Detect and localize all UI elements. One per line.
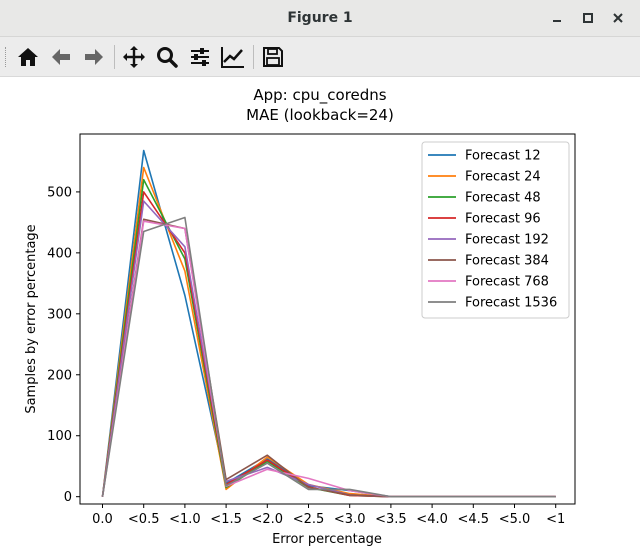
series-line-8	[101, 216, 556, 498]
edit-curves-icon	[221, 47, 244, 68]
close-button[interactable]	[606, 7, 630, 29]
x-tick-label: <2.0	[252, 512, 284, 527]
save-button[interactable]	[257, 41, 289, 73]
x-tick-label: <4.5	[458, 512, 490, 527]
legend-label: Forecast 192	[465, 233, 549, 248]
x-tick-label: <4.0	[416, 512, 448, 527]
y-axis-label: Samples by error percentage	[24, 224, 39, 413]
legend-label: Forecast 24	[465, 170, 541, 185]
minimize-button[interactable]	[545, 7, 569, 29]
y-tick-label: 0	[64, 490, 72, 505]
line-chart: App: cpu_coredns MAE (lookback=24) 0.0 <0…	[24, 86, 576, 547]
y-tick-label: 400	[47, 246, 72, 261]
maximize-button[interactable]	[576, 7, 600, 29]
maximize-icon	[583, 13, 593, 23]
legend: Forecast 12 Forecast 24 Forecast 48 Forecas…	[421, 141, 570, 319]
x-tick-label: 0.0	[92, 512, 113, 527]
x-tick-label: <1	[546, 512, 565, 527]
configure-subplots-button[interactable]	[184, 41, 216, 73]
x-tick-label: <1.0	[169, 512, 201, 527]
legend-label: Forecast 96	[465, 212, 541, 227]
chart-title-line2: MAE (lookback=24)	[246, 106, 394, 124]
x-tick-label: <5.0	[499, 512, 531, 527]
y-tick-label: 100	[47, 429, 72, 444]
legend-label: Forecast 12	[465, 149, 541, 164]
x-tick-label: <0.5	[128, 512, 160, 527]
toolbar-separator	[114, 45, 115, 69]
toolbar-separator	[253, 45, 254, 69]
pan-button[interactable]	[118, 41, 150, 73]
back-arrow-icon	[52, 49, 70, 65]
home-icon	[18, 48, 38, 66]
save-icon	[263, 47, 283, 67]
zoom-icon	[157, 47, 178, 68]
x-axis: 0.0 <0.5 <1.0 <1.5 <2.0 <2.5 <3.0 <3.5 <4.0 <4.5 <…	[92, 504, 565, 527]
navigation-toolbar	[0, 37, 640, 77]
close-icon	[613, 13, 623, 23]
forward-arrow-icon	[85, 49, 103, 65]
toolbar-grip[interactable]	[5, 47, 8, 67]
legend-label: Forecast 384	[465, 254, 549, 269]
chart-title-line1: App: cpu_coredns	[253, 86, 386, 105]
legend-label: Forecast 1536	[465, 296, 557, 311]
home-button[interactable]	[12, 41, 44, 73]
series-layer	[101, 149, 556, 498]
x-tick-label: <1.5	[210, 512, 242, 527]
forward-button[interactable]	[78, 41, 110, 73]
x-tick-label: <2.5	[293, 512, 325, 527]
legend-label: Forecast 768	[465, 275, 549, 290]
window-titlebar: Figure 1	[0, 0, 640, 37]
x-tick-label: <3.0	[334, 512, 366, 527]
y-axis: 0 100 200 300 400 500	[47, 185, 80, 505]
zoom-button[interactable]	[151, 41, 183, 73]
back-button[interactable]	[45, 41, 77, 73]
y-tick-label: 500	[47, 185, 72, 200]
edit-curves-button[interactable]	[217, 41, 249, 73]
x-tick-label: <3.5	[375, 512, 407, 527]
axes-frame	[79, 133, 576, 505]
minimize-icon	[553, 20, 561, 22]
legend-label: Forecast 48	[465, 191, 541, 206]
figure-canvas[interactable]: App: cpu_coredns MAE (lookback=24) 0.0 <0…	[0, 77, 640, 556]
pan-icon	[123, 46, 145, 68]
y-tick-label: 200	[47, 368, 72, 383]
legend-frame	[421, 141, 570, 319]
x-axis-label: Error percentage	[272, 532, 382, 547]
window-title: Figure 1	[287, 10, 353, 26]
subplots-icon	[191, 48, 209, 66]
y-tick-label: 300	[47, 307, 72, 322]
